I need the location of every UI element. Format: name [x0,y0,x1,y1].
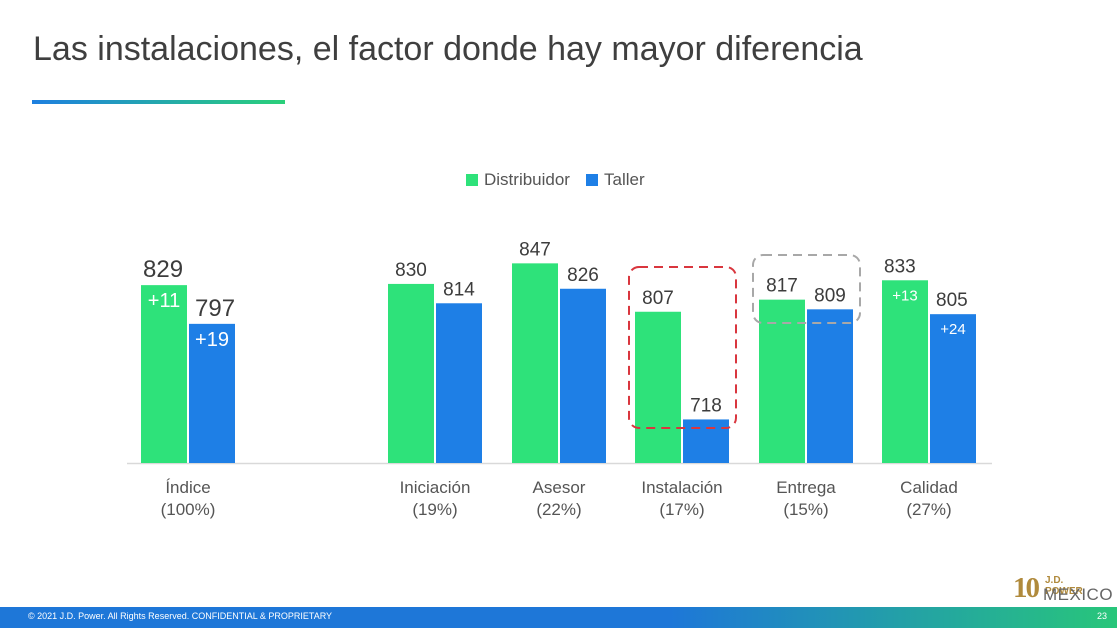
copyright-notice: © 2021 J.D. Power. All Rights Reserved. … [28,611,333,621]
bar-chart: 829 +11 797 +19 Índice (100%) 830 814 Iniciación… [127,239,992,519]
bar-distribuidor-4 [759,299,805,463]
chart-legend: Distribuidor Taller [466,170,645,190]
value-label-taller-5: 805 [936,290,968,311]
bar-taller-2 [560,288,606,463]
category-label-2: Asesor [533,478,586,497]
diff-label-taller-0: +19 [195,329,229,351]
value-label-distribuidor-4: 817 [766,276,798,297]
bar-distribuidor-2 [512,263,558,463]
value-label-distribuidor-1: 830 [395,260,427,281]
category-label-3: Instalación [641,478,722,497]
bar-distribuidor-5 [882,280,928,463]
category-label-4: Entrega [776,478,836,497]
bar-distribuidor-1 [388,283,434,463]
diff-label-distribuidor-0: +11 [148,290,180,312]
bar-taller-5 [930,314,976,463]
logo-brand: J.D. POWER [1045,575,1083,597]
legend-label-taller: Taller [603,170,645,189]
title-underline [32,100,285,104]
bar-distribuidor-3 [635,311,681,463]
jd-power-logo: 10 J.D. POWER MEXICO [1013,572,1113,604]
logo-anniversary-number: 10 [1013,572,1040,604]
value-label-distribuidor-3: 807 [642,288,674,309]
value-label-taller-1: 814 [443,279,475,300]
value-label-distribuidor-5: 833 [884,256,916,277]
bar-taller-0 [189,323,235,463]
legend-item-taller: Taller [585,170,645,190]
diff-label-taller-5: +24 [940,321,965,338]
value-label-distribuidor-2: 847 [519,239,551,260]
legend-swatch-taller [585,174,598,186]
category-label-1: Iniciación [400,478,471,497]
value-label-taller-2: 826 [567,265,599,286]
value-label-taller-3: 718 [690,395,722,416]
category-weight-1: (19%) [412,500,457,519]
value-label-taller-0: 797 [195,295,235,322]
highlight-box-red [628,266,737,429]
bar-taller-1 [436,303,482,463]
category-weight-2: (22%) [536,500,581,519]
category-label-5: Calidad [900,478,958,497]
category-weight-5: (27%) [906,500,951,519]
footer-bar: © 2021 J.D. Power. All Rights Reserved. … [0,607,1117,628]
logo-region: MEXICO [1043,585,1114,604]
bar-taller-3 [683,419,729,463]
category-weight-4: (15%) [783,500,828,519]
page-number: 23 [1096,611,1107,621]
highlight-box-gray [752,254,861,324]
value-label-distribuidor-0: 829 [143,256,183,283]
bar-taller-4 [807,309,853,463]
bar-distribuidor-0 [141,285,187,463]
diff-label-distribuidor-5: +13 [892,287,917,304]
category-weight-3: (17%) [659,500,704,519]
category-weight-0: (100%) [161,500,216,519]
legend-swatch-distribuidor [466,174,478,186]
value-label-taller-4: 809 [814,285,846,306]
category-label-0: Índice [165,478,210,497]
legend-label-distribuidor: Distribuidor [484,170,570,189]
slide-title: Las instalaciones, el factor donde hay m… [33,30,863,68]
legend-item-distribuidor: Distribuidor [466,170,570,190]
